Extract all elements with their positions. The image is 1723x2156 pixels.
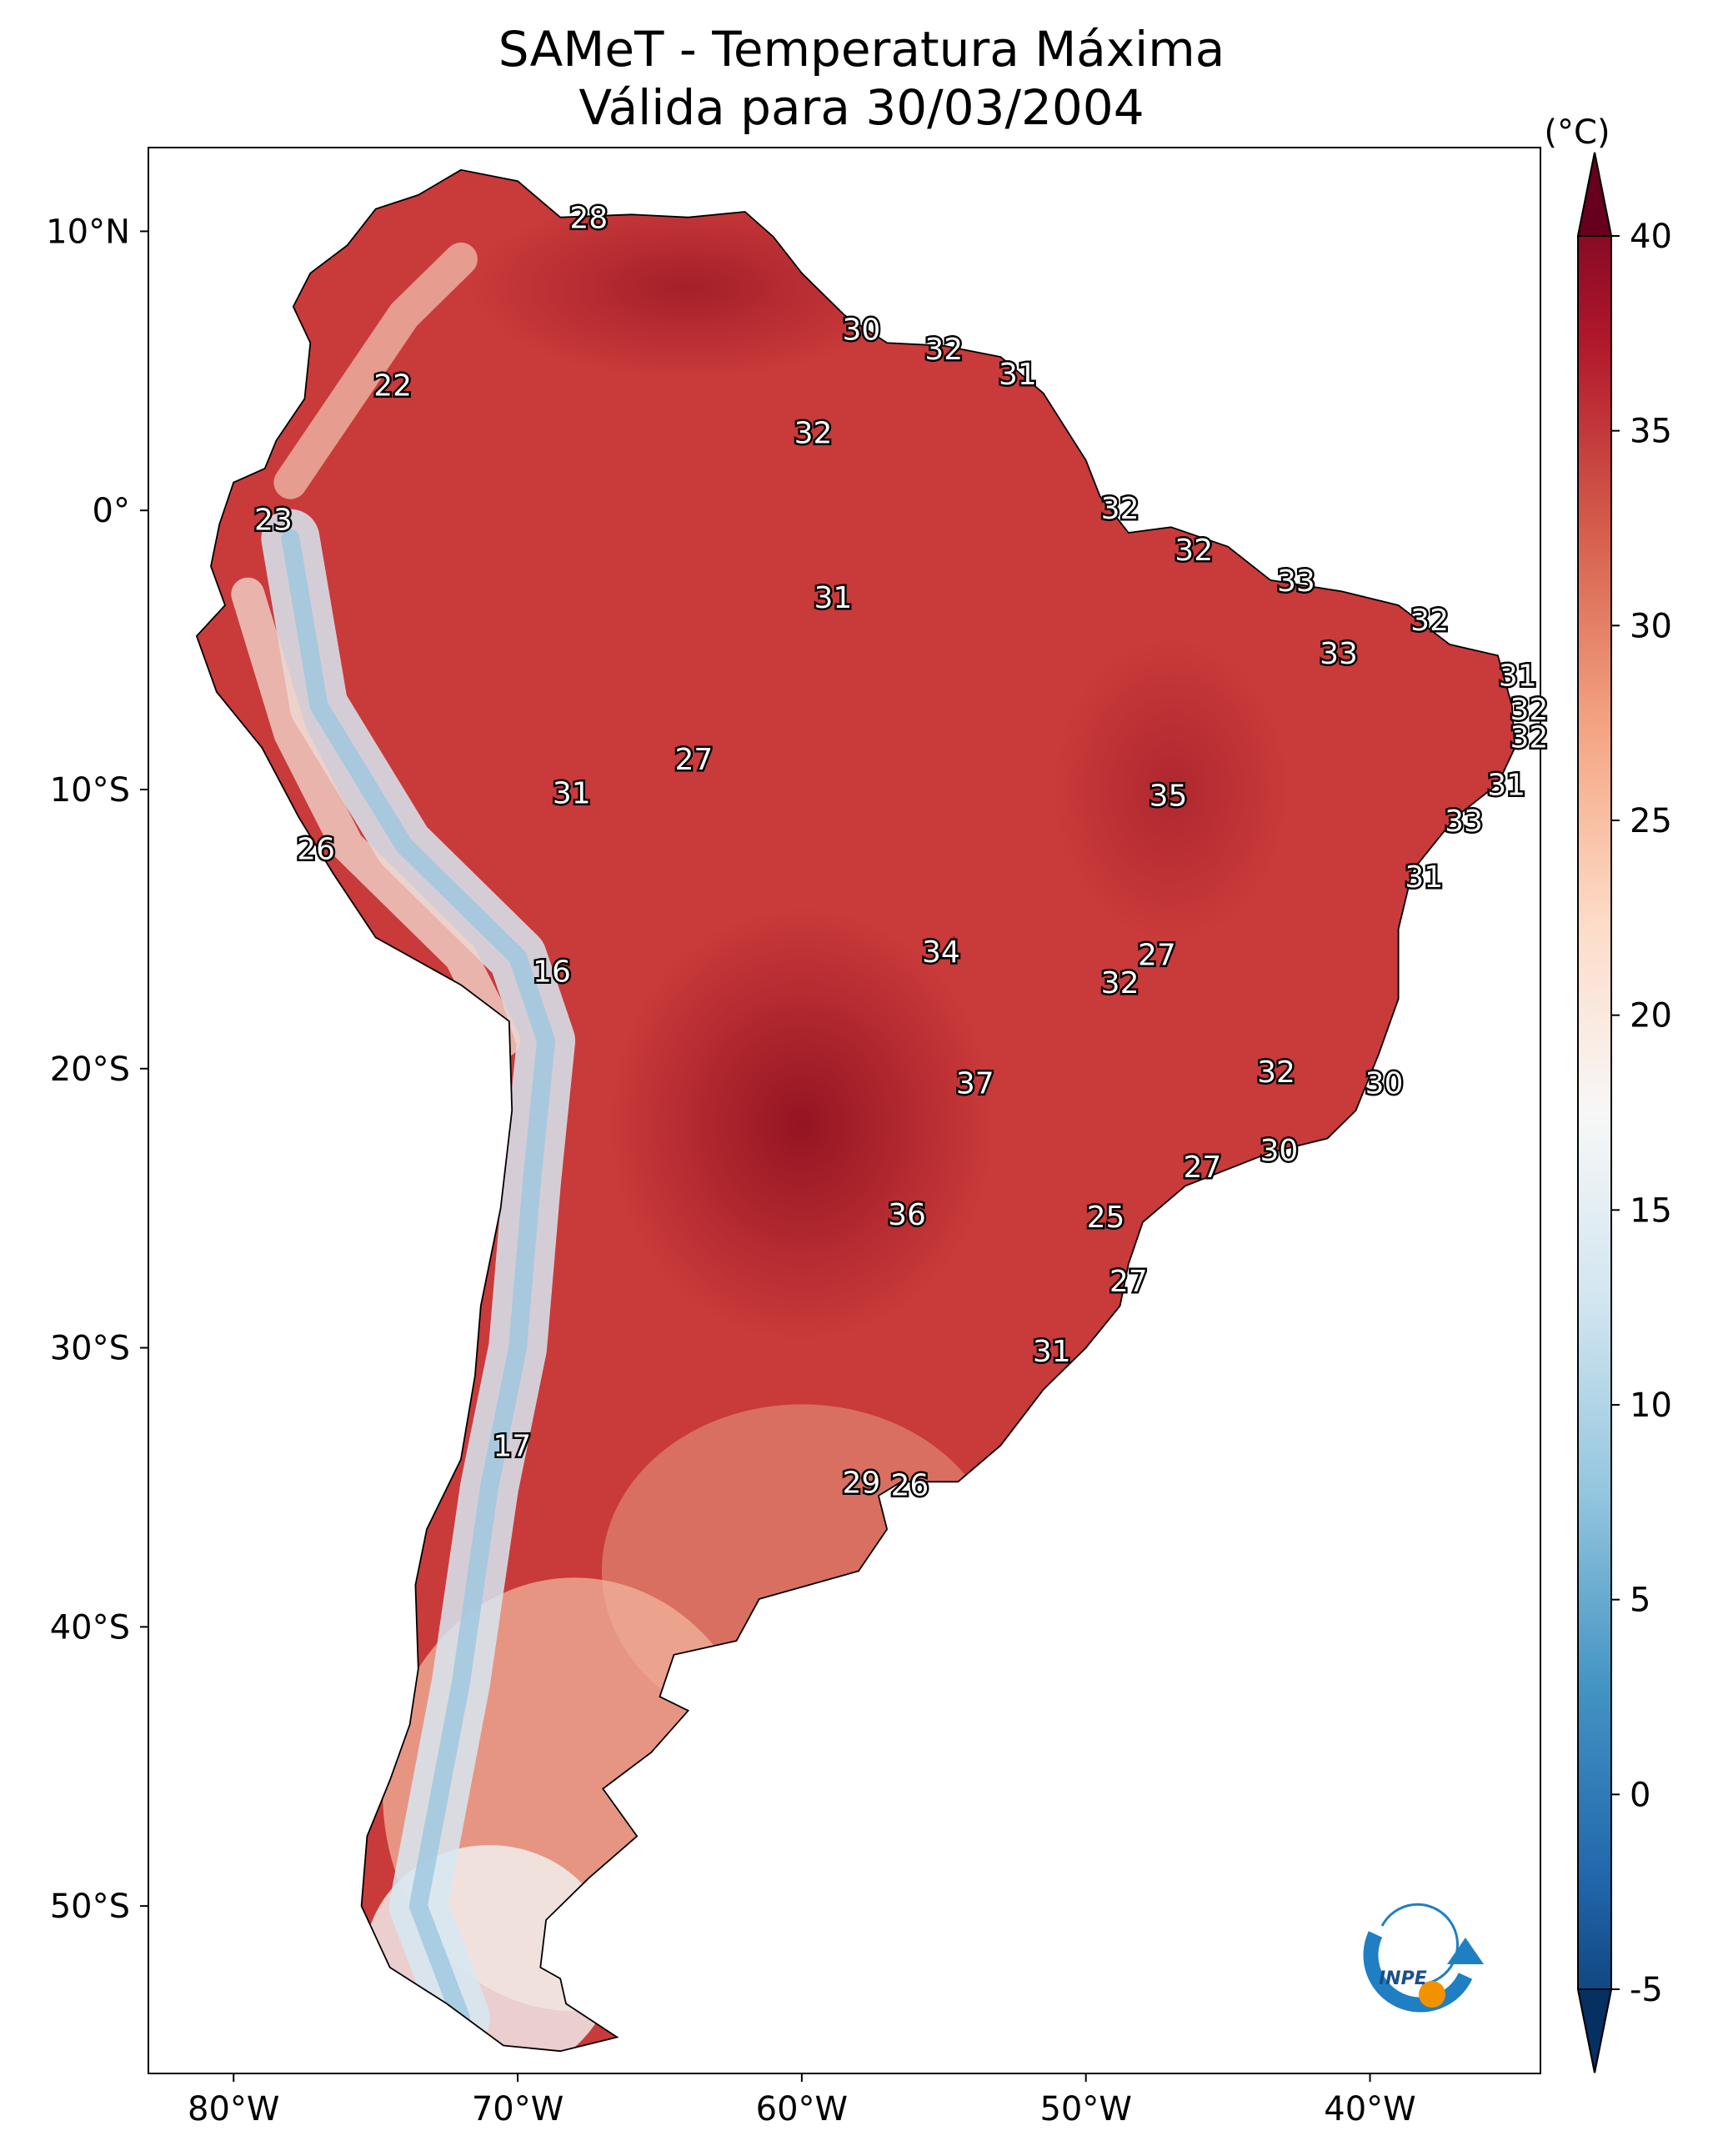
colorbar-tick-label: 0 bbox=[1630, 1776, 1650, 1814]
temperature-label: 32 bbox=[1510, 693, 1548, 727]
temperature-label: 33 bbox=[1320, 637, 1358, 671]
continent-outline bbox=[195, 168, 1516, 2053]
latitude-tick-label: 0° bbox=[93, 492, 130, 530]
latitude-tick-label: 10°S bbox=[50, 771, 130, 810]
temperature-label: 17 bbox=[493, 1430, 531, 1464]
temperature-label: 31 bbox=[1499, 659, 1537, 694]
temperature-label: 32 bbox=[1410, 604, 1449, 638]
longitude-axis: 80°W 70°W 60°W 50°W 40°W bbox=[188, 2073, 1416, 2128]
colorbar-tick-label: 20 bbox=[1630, 997, 1672, 1035]
temperature-label: 27 bbox=[1184, 1151, 1222, 1185]
temperature-label: 29 bbox=[843, 1466, 881, 1500]
inpe-logo-text: INPE bbox=[1379, 1968, 1427, 1989]
temperature-label: 32 bbox=[794, 416, 833, 450]
temperature-label: 32 bbox=[1510, 720, 1548, 755]
temperature-label: 31 bbox=[814, 581, 852, 615]
temperature-label: 22 bbox=[373, 369, 412, 404]
colorbar-tick-label: 35 bbox=[1630, 413, 1672, 451]
temperature-label: 34 bbox=[922, 935, 960, 970]
temperature-label: 31 bbox=[1487, 768, 1525, 802]
temperature-label: 16 bbox=[533, 955, 571, 990]
colorbar-tick-label: 15 bbox=[1630, 1191, 1672, 1230]
temperature-label: 27 bbox=[1109, 1265, 1148, 1299]
temperature-label: 30 bbox=[1365, 1067, 1404, 1101]
temperature-label: 30 bbox=[1260, 1134, 1299, 1168]
title-line-1: SAMeT - Temperatura Máxima bbox=[498, 21, 1225, 78]
temperature-label: 26 bbox=[890, 1469, 929, 1503]
colorbar-tick-label: 10 bbox=[1630, 1386, 1672, 1425]
temperature-label: 32 bbox=[1175, 534, 1213, 568]
longitude-tick-label: 70°W bbox=[472, 2090, 563, 2128]
temperature-label: 26 bbox=[297, 832, 335, 866]
colorbar-tick-label: 25 bbox=[1630, 802, 1672, 840]
inpe-logo: INPE bbox=[1363, 1903, 1484, 2013]
temperature-label: 31 bbox=[999, 358, 1037, 392]
temperature-label: 23 bbox=[254, 503, 293, 537]
latitude-axis: 10°N 0° 10°S 20°S 30°S 40°S 50°S bbox=[46, 213, 148, 1926]
temperature-label: 30 bbox=[843, 313, 881, 348]
longitude-tick-label: 60°W bbox=[756, 2090, 848, 2128]
latitude-tick-label: 10°N bbox=[46, 213, 130, 251]
longitude-tick-label: 80°W bbox=[188, 2090, 279, 2128]
colorbar-tick-label: 5 bbox=[1630, 1582, 1650, 1620]
longitude-tick-label: 40°W bbox=[1324, 2090, 1415, 2128]
latitude-tick-label: 20°S bbox=[50, 1050, 130, 1089]
latitude-tick-label: 50°S bbox=[50, 1888, 130, 1926]
temperature-label: 31 bbox=[1033, 1335, 1071, 1369]
colorbar: 40 35 30 25 20 15 10 5 0 -5 (°C) bbox=[1544, 113, 1672, 2073]
colorbar-tick-label: 40 bbox=[1630, 218, 1672, 256]
temperature-label: 32 bbox=[1257, 1055, 1295, 1090]
temperature-label: 27 bbox=[1138, 939, 1176, 973]
temperature-label: 25 bbox=[1087, 1201, 1125, 1235]
colorbar-unit: (°C) bbox=[1544, 113, 1610, 152]
temperature-label: 37 bbox=[956, 1067, 994, 1101]
temperature-label: 27 bbox=[674, 743, 713, 777]
temperature-label: 32 bbox=[1101, 492, 1139, 526]
temperature-label: 33 bbox=[1445, 805, 1483, 839]
temperature-label: 32 bbox=[1101, 966, 1139, 1000]
temperature-label: 31 bbox=[1405, 860, 1443, 895]
latitude-tick-label: 30°S bbox=[50, 1330, 130, 1368]
temperature-label: 31 bbox=[553, 776, 591, 810]
temperature-label: 32 bbox=[924, 333, 963, 367]
temperature-label: 35 bbox=[1150, 780, 1188, 814]
temperature-label: 33 bbox=[1277, 564, 1315, 599]
colorbar-tick-label: 30 bbox=[1630, 607, 1672, 645]
colorbar-tick-label: -5 bbox=[1630, 1971, 1663, 2009]
temperature-label: 28 bbox=[569, 202, 608, 236]
temperature-label: 36 bbox=[888, 1198, 926, 1232]
title-line-2: Válida para 30/03/2004 bbox=[579, 79, 1144, 136]
longitude-tick-label: 50°W bbox=[1039, 2090, 1131, 2128]
latitude-tick-label: 40°S bbox=[50, 1608, 130, 1647]
colorbar-scale bbox=[1577, 152, 1612, 2073]
